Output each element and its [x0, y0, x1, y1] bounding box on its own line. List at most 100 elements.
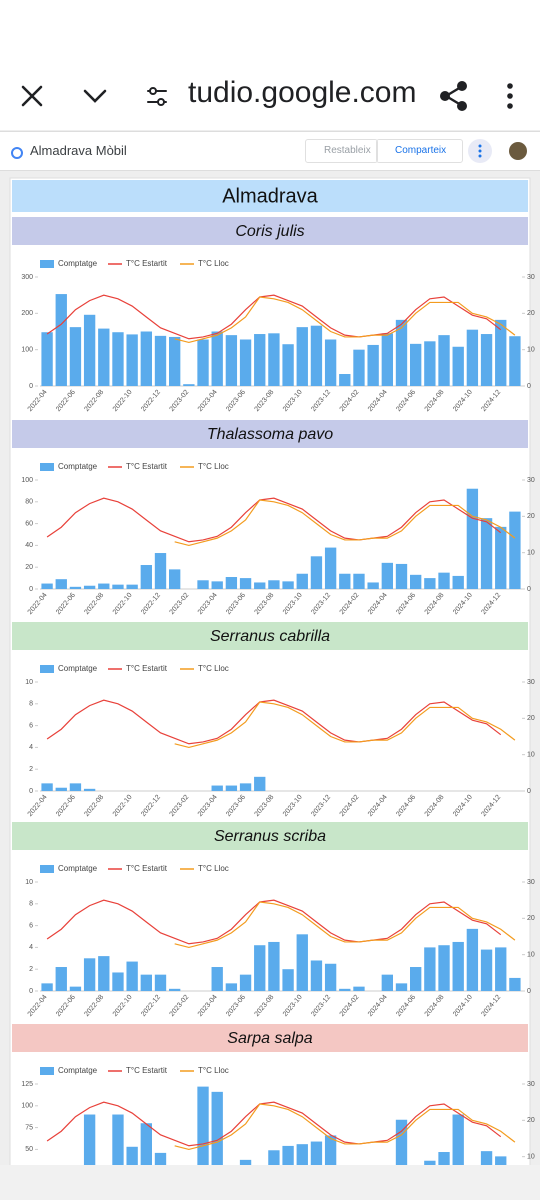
bar [381, 333, 393, 386]
bar [339, 374, 351, 386]
chart-title: Thalassoma pavo [207, 426, 333, 443]
y-tick-label: 0 [29, 788, 33, 795]
legend-label: T°C Estartit [126, 864, 168, 873]
y2-tick-label: 30 [527, 1081, 535, 1088]
y-tick-label: 200 [21, 310, 33, 317]
y-tick-label: 6 [29, 722, 33, 729]
bar [154, 553, 167, 589]
bar [410, 967, 422, 991]
temperature-line [46, 497, 502, 543]
bar [41, 332, 53, 386]
y-tick-label: 75 [25, 1124, 33, 1131]
bar [239, 974, 252, 991]
menu-icon[interactable] [507, 83, 513, 109]
url[interactable]: tudio.google.com [188, 76, 417, 109]
legend-swatch [40, 260, 54, 268]
temperature-line [174, 296, 516, 344]
y-tick-label: 300 [21, 274, 33, 281]
bar [282, 969, 294, 991]
bar [69, 586, 82, 589]
bar [480, 949, 493, 991]
y-tick-label: 8 [29, 701, 33, 708]
y-tick-label: 8 [29, 901, 33, 908]
bar [381, 562, 393, 589]
y-tick-label: 0 [29, 988, 33, 995]
avatar[interactable] [509, 142, 527, 160]
bar [466, 488, 479, 589]
bar [466, 329, 479, 386]
bar [282, 1145, 294, 1165]
bar [438, 945, 450, 991]
legend-label: T°C Estartit [126, 664, 168, 673]
bar [140, 974, 152, 991]
system-nav-bar [0, 1165, 540, 1200]
legend-swatch [40, 463, 54, 471]
report: Almadrava Coris julis Comptatge T°C Estart… [0, 170, 540, 1165]
site-settings-icon[interactable] [147, 87, 167, 106]
bar [98, 583, 110, 589]
bar [126, 1146, 138, 1165]
y2-tick-label: 10 [527, 1154, 535, 1161]
legend-label: T°C Estartit [126, 462, 168, 471]
bar [296, 327, 308, 386]
legend-label: Comptatge [58, 462, 98, 471]
close-icon[interactable] [21, 85, 43, 107]
bar [282, 344, 294, 386]
share-dot [457, 101, 467, 111]
bar [112, 1114, 124, 1165]
bar [509, 511, 521, 589]
legend-swatch [40, 1067, 54, 1075]
bar [480, 1151, 493, 1165]
y-tick-label: 100 [21, 347, 33, 354]
y-tick-label: 80 [25, 499, 33, 506]
bar [239, 1159, 252, 1165]
bar [480, 518, 493, 589]
temperature-line [174, 499, 516, 547]
bar [381, 974, 393, 991]
y2-tick-label: 20 [527, 915, 535, 922]
bar [140, 331, 152, 386]
chart-title: Sarpa salpa [227, 1030, 312, 1047]
temperature-line [46, 899, 502, 945]
app-icons [11, 139, 527, 163]
bar [495, 947, 507, 991]
y2-tick-label: 0 [527, 788, 531, 795]
temperature-line [46, 294, 502, 340]
bar [268, 1150, 280, 1165]
bar [83, 585, 96, 589]
bar [140, 565, 152, 589]
chart-title: Coris julis [235, 223, 304, 240]
reset-button[interactable]: Restableix [305, 139, 378, 163]
bar [438, 335, 450, 386]
bar [225, 983, 238, 991]
section-header [12, 1024, 528, 1052]
bar [310, 556, 323, 589]
y-tick-label: 4 [29, 944, 33, 951]
bar [296, 573, 308, 589]
bar [197, 580, 209, 589]
bar [41, 983, 53, 991]
bar [69, 327, 82, 386]
bar [310, 960, 323, 991]
app-title: Almadrava Mòbil [30, 143, 127, 158]
tabs-chevron[interactable] [83, 89, 107, 103]
bar [41, 783, 53, 791]
bar [353, 986, 365, 991]
bar [183, 384, 195, 386]
bar [239, 339, 252, 386]
y-tick-label: 125 [21, 1081, 33, 1088]
toolbar-icons [21, 81, 513, 111]
y2-tick-label: 30 [527, 879, 535, 886]
section-header [12, 420, 528, 448]
y-tick-label: 100 [21, 1103, 33, 1110]
bar [55, 294, 67, 386]
bar [424, 578, 436, 589]
bar [424, 1160, 436, 1165]
legend-label: T°C Lloc [198, 1066, 229, 1075]
bar [410, 343, 422, 386]
share-button[interactable]: Comparteix [376, 139, 464, 163]
y-tick-label: 0 [29, 586, 33, 593]
y2-tick-label: 0 [527, 988, 531, 995]
legend-label: T°C Lloc [198, 462, 229, 471]
legend-label: Comptatge [58, 1066, 98, 1075]
